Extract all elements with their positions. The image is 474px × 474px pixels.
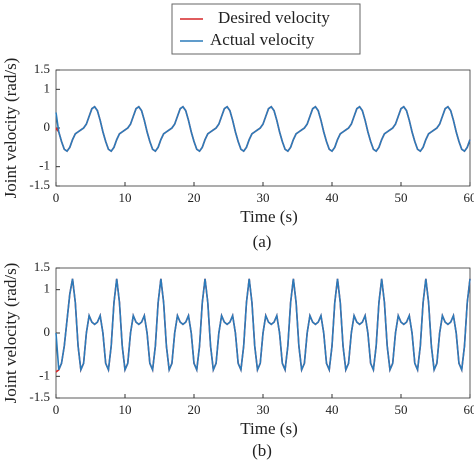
x-tick-label: 30 <box>257 190 270 205</box>
caption: (b) <box>252 441 272 460</box>
legend-label: Desired velocity <box>218 8 330 27</box>
x-tick-label: 50 <box>395 402 408 417</box>
y-tick-label: 1 <box>44 281 51 296</box>
y-tick-label: 1.5 <box>34 61 50 76</box>
x-tick-label: 50 <box>395 190 408 205</box>
y-tick-label: -1 <box>39 158 50 173</box>
y-tick-label: -1.5 <box>29 389 50 404</box>
x-tick-label: 20 <box>188 402 201 417</box>
x-axis-label: Time (s) <box>240 207 297 226</box>
y-tick-label: -1 <box>39 367 50 382</box>
x-axis-label: Time (s) <box>240 419 297 438</box>
x-tick-label: 40 <box>326 190 339 205</box>
x-tick-label: 0 <box>53 402 60 417</box>
y-tick-label: 0 <box>44 324 51 339</box>
plot-area <box>55 69 471 187</box>
y-tick-label: -1.5 <box>29 177 50 192</box>
x-tick-label: 30 <box>257 402 270 417</box>
data-line <box>55 105 471 153</box>
x-tick-label: 0 <box>53 190 60 205</box>
data-line <box>55 278 471 373</box>
y-axis-label: Joint velocity (rad/s) <box>1 58 20 199</box>
caption: (a) <box>253 232 272 251</box>
y-tick-label: 1 <box>44 80 51 95</box>
x-tick-label: 10 <box>119 402 132 417</box>
x-tick-label: 60 <box>464 402 474 417</box>
y-tick-label: 1.5 <box>34 259 50 274</box>
x-tick-label: 40 <box>326 402 339 417</box>
y-tick-label: 0 <box>44 119 51 134</box>
y-axis-label: Joint velocity (rad/s) <box>1 263 20 404</box>
x-tick-label: 10 <box>119 190 132 205</box>
x-tick-label: 60 <box>464 190 474 205</box>
legend-box <box>171 3 361 55</box>
x-tick-label: 20 <box>188 190 201 205</box>
legend-label: Actual velocity <box>210 30 315 49</box>
